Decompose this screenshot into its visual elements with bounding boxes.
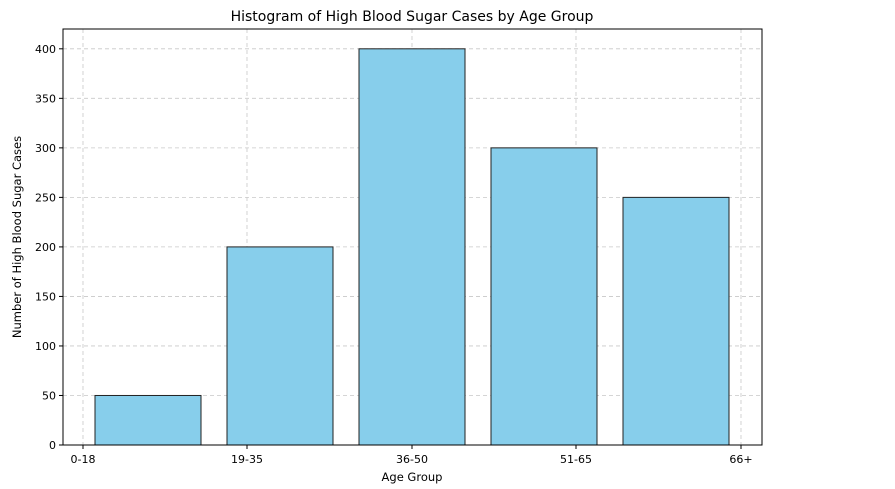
y-tick-label: 0 xyxy=(49,439,56,452)
bars-layer xyxy=(94,48,730,446)
x-tick-label: 19-35 xyxy=(231,453,263,466)
x-axis-label: Age Group xyxy=(382,470,443,484)
bar-66+ xyxy=(622,196,730,446)
bar-36-50 xyxy=(358,48,466,446)
x-tick-label: 0-18 xyxy=(71,453,96,466)
y-tick-label: 50 xyxy=(42,389,56,402)
y-tick-label: 400 xyxy=(35,43,56,56)
x-tick-label: 66+ xyxy=(729,453,752,466)
bar-19-35 xyxy=(226,246,334,446)
x-axis-ticks: 0-18 19-35 36-50 51-65 66+ xyxy=(71,445,753,466)
chart-title: Histogram of High Blood Sugar Cases by A… xyxy=(231,9,594,25)
y-axis-ticks: 0 50 100 150 200 250 300 350 400 xyxy=(35,43,63,452)
bar-0-18 xyxy=(94,394,202,446)
y-axis-label: Number of High Blood Sugar Cases xyxy=(10,136,24,338)
y-tick-label: 200 xyxy=(35,241,56,254)
y-tick-label: 150 xyxy=(35,290,56,303)
y-tick-label: 300 xyxy=(35,142,56,155)
y-tick-label: 350 xyxy=(35,92,56,105)
y-tick-label: 250 xyxy=(35,191,56,204)
x-tick-label: 36-50 xyxy=(396,453,428,466)
y-tick-label: 100 xyxy=(35,340,56,353)
x-tick-label: 51-65 xyxy=(560,453,592,466)
bar-51-65 xyxy=(490,147,598,446)
